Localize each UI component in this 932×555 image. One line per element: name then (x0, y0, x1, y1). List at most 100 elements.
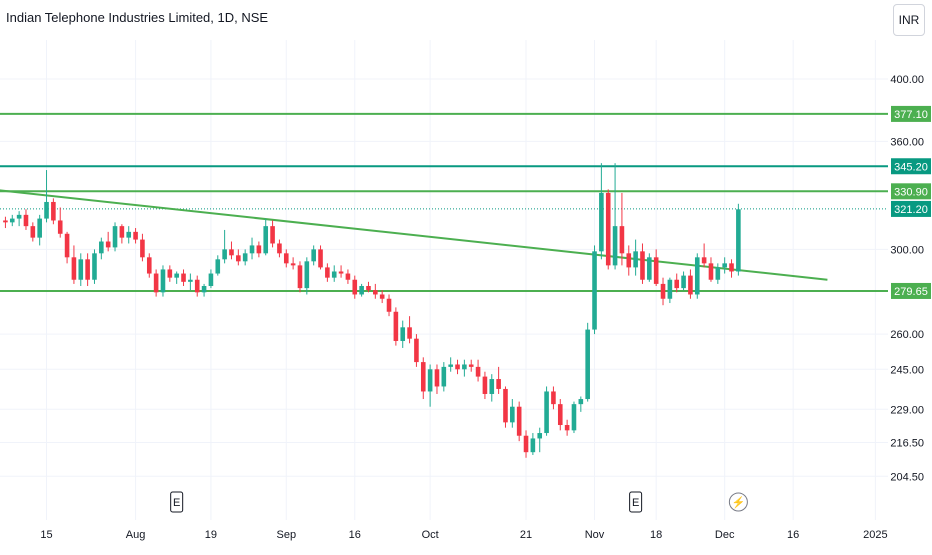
candle-body (208, 273, 214, 287)
y-tick-label: 400.00 (890, 74, 924, 86)
y-tick-label: 216.50 (890, 438, 924, 450)
candle (708, 257, 714, 282)
candle (37, 214, 42, 246)
y-tick-label: 360.00 (890, 136, 924, 148)
x-tick-label: 15 (40, 529, 52, 541)
candle-body (537, 433, 543, 439)
candle-body (530, 438, 536, 453)
candle-body (23, 214, 29, 227)
candle-body (694, 257, 700, 295)
candle (229, 241, 234, 260)
earnings-marker-icon[interactable]: E (170, 491, 184, 513)
candle (167, 265, 173, 282)
candle (126, 226, 132, 244)
candle (318, 245, 323, 270)
dividend-marker-icon[interactable]: ⚡ (728, 492, 748, 512)
candle-body (510, 406, 515, 423)
grid (0, 40, 888, 520)
candle-body (99, 241, 104, 254)
candle-body (119, 226, 125, 238)
candle (3, 216, 8, 229)
candle (516, 401, 522, 442)
candle (331, 265, 337, 282)
candle-body (462, 364, 467, 370)
candle-body (496, 379, 501, 389)
candle (462, 359, 467, 377)
candle (85, 253, 90, 287)
level-label: 321.20 (894, 204, 928, 216)
candle (290, 257, 296, 270)
candle (688, 269, 693, 299)
candle-body (325, 267, 330, 278)
candle (537, 427, 543, 453)
dividend-marker-label: ⚡ (732, 496, 746, 509)
candle (222, 229, 227, 264)
chart-title: Indian Telephone Industries Limited, 1D,… (6, 10, 269, 25)
candle-body (708, 263, 714, 280)
candle-body (414, 338, 419, 363)
candle-body (516, 406, 522, 436)
candle-body (434, 369, 440, 387)
earnings-marker-label: E (632, 497, 639, 509)
candle (174, 271, 179, 284)
level-label-bg (891, 105, 931, 122)
event-markers: E E ⚡ (170, 491, 748, 513)
candle (489, 374, 495, 402)
candle (270, 220, 275, 248)
candle-body (612, 226, 618, 266)
candle-body (729, 263, 734, 272)
candle (297, 261, 303, 293)
candle (133, 228, 138, 244)
candle-body (571, 404, 577, 431)
candle-body (420, 362, 426, 392)
candle-body (400, 327, 406, 341)
x-tick-label: 19 (205, 529, 217, 541)
candle-body (249, 245, 255, 254)
x-tick-label: Sep (276, 529, 296, 541)
earnings-marker-icon[interactable]: E (629, 491, 643, 513)
candle (386, 294, 392, 317)
candle (181, 269, 186, 287)
currency-button[interactable]: INR (893, 4, 925, 36)
x-tick-label: Oct (422, 529, 439, 541)
candle (468, 359, 474, 372)
candle-body (393, 311, 399, 341)
candle-body (126, 231, 132, 238)
candle-body (64, 233, 70, 258)
candle (263, 218, 269, 256)
candle-body (523, 435, 529, 453)
candle (379, 290, 385, 304)
candle-body (167, 269, 173, 278)
candle (71, 245, 77, 284)
candle-body (194, 279, 200, 293)
candle (393, 307, 399, 346)
candle-body (619, 226, 625, 254)
candle-body (263, 226, 269, 254)
candle (215, 255, 221, 276)
candle-body (482, 376, 488, 394)
candle (530, 433, 536, 455)
level-label: 345.20 (894, 161, 928, 173)
price-axis[interactable]: 400.00 360.00 300.00 260.00 245.00 229.00 216.… (890, 74, 924, 483)
candle (660, 277, 666, 306)
time-axis[interactable]: 15 Aug 19 Sep 16 Oct 21 Nov 18 Dec 16 2025 (40, 529, 887, 541)
candle (44, 170, 49, 223)
candle (153, 269, 159, 297)
candle (236, 249, 241, 266)
candle-body (51, 201, 56, 221)
y-tick-label: 204.50 (890, 471, 924, 483)
candle-body (660, 283, 666, 299)
candle-body (578, 399, 584, 405)
candle-body (722, 263, 727, 268)
candle (482, 371, 488, 400)
candle (715, 263, 721, 284)
candle-body (427, 369, 433, 392)
earnings-marker-box (170, 491, 184, 513)
level-label: 330.90 (894, 186, 928, 198)
candle (619, 192, 625, 266)
candle-body (468, 364, 474, 367)
candle-body (373, 290, 378, 295)
candle (640, 243, 645, 284)
